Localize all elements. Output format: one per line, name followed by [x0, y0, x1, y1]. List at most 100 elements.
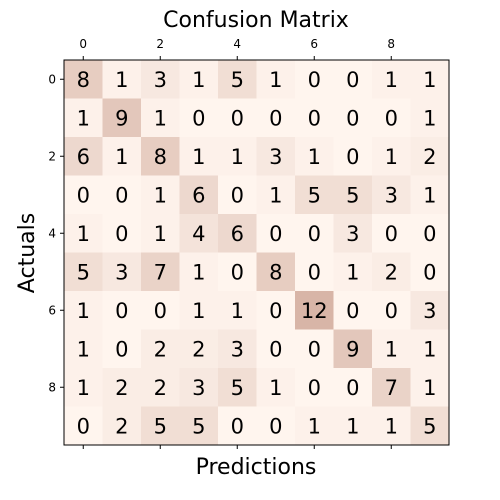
heatmap-cell-r5-c6: [295, 252, 334, 292]
cell-value-r0-c4: 5: [231, 68, 244, 92]
heatmap-cell-r4-c7: [333, 214, 373, 253]
cell-value-r0-c1: 1: [115, 68, 128, 92]
heatmap-cell-r0-c3: [179, 60, 219, 99]
heatmap-cell-r2-c1: [102, 137, 142, 176]
heatmap-cell-r7-c1: [102, 329, 142, 369]
heatmap-cell-r6-c9: [410, 291, 450, 330]
heatmap-cell-r0-c0: [64, 60, 103, 99]
heatmap-cell-r8-c4: [218, 368, 257, 407]
heatmap-cell-r0-c9: [410, 60, 450, 99]
heatmap-cell-r1-c6: [295, 98, 334, 138]
cell-value-r1-c6: 0: [308, 106, 321, 130]
heatmap-cell-r7-c0: [64, 329, 103, 369]
x-axis-label: Predictions: [196, 455, 317, 480]
cell-value-r7-c4: 3: [231, 337, 244, 361]
cell-value-r5-c2: 7: [154, 260, 167, 284]
cell-value-r3-c6: 5: [308, 183, 321, 207]
heatmap-cell-r5-c3: [179, 252, 219, 292]
cell-value-r1-c0: 1: [77, 106, 90, 130]
heatmap-cell-r8-c6: [295, 368, 334, 407]
cell-value-r2-c8: 1: [385, 145, 398, 169]
heatmap-cell-r2-c7: [333, 137, 373, 176]
cell-value-r3-c9: 1: [423, 183, 436, 207]
heatmap-cell-r0-c5: [256, 60, 296, 99]
heatmap-cell-r6-c8: [372, 291, 411, 330]
heatmap-cell-r1-c0: [64, 98, 103, 138]
heatmap-cell-r1-c3: [179, 98, 219, 138]
heatmap-cell-r7-c6: [295, 329, 334, 369]
heatmap-cell-r4-c1: [102, 214, 142, 253]
x-tick-label-2: 2: [156, 37, 164, 51]
heatmap-cell-r1-c8: [372, 98, 411, 138]
cell-value-r5-c1: 3: [115, 260, 128, 284]
cell-value-r7-c2: 2: [154, 337, 167, 361]
heatmap-cell-r9-c4: [218, 406, 257, 446]
heatmap-cell-r9-c6: [295, 406, 334, 446]
cell-value-r5-c3: 1: [192, 260, 205, 284]
heatmap-cell-r9-c2: [141, 406, 180, 446]
heatmap-cell-r7-c7: [333, 329, 373, 369]
heatmap-cell-r0-c7: [333, 60, 373, 99]
heatmap-cell-r6-c4: [218, 291, 257, 330]
heatmap-cell-r4-c9: [410, 214, 450, 253]
cell-value-r4-c7: 3: [346, 222, 359, 246]
cell-value-r7-c3: 2: [192, 337, 205, 361]
cell-value-r5-c4: 0: [231, 260, 244, 284]
heatmap-cell-r1-c7: [333, 98, 373, 138]
heatmap-cell-r4-c0: [64, 214, 103, 253]
axis-ticks: 0 2 4 6 8 0 2 4 6 8: [48, 37, 395, 449]
heatmap-cell-r3-c2: [141, 175, 180, 215]
heatmap-cell-r2-c0: [64, 137, 103, 176]
cell-value-r8-c1: 2: [115, 376, 128, 400]
cell-value-r6-c8: 0: [385, 299, 398, 323]
heatmap-cell-r3-c6: [295, 175, 334, 215]
cell-value-r4-c9: 0: [423, 222, 436, 246]
heatmap-cell-r9-c7: [333, 406, 373, 446]
cell-value-r5-c9: 0: [423, 260, 436, 284]
cell-value-r0-c2: 3: [154, 68, 167, 92]
y-tick-label-2: 2: [48, 149, 56, 163]
cell-value-r1-c8: 0: [385, 106, 398, 130]
heatmap-cell-r5-c0: [64, 252, 103, 292]
cell-value-r6-c2: 0: [154, 299, 167, 323]
heatmap-cell-r2-c9: [410, 137, 450, 176]
heatmap-cell-r1-c9: [410, 98, 450, 138]
cell-value-r0-c9: 1: [423, 68, 436, 92]
heatmap-cell-r7-c5: [256, 329, 296, 369]
heatmap-cell-r8-c9: [410, 368, 450, 407]
heatmap-cell-r8-c3: [179, 368, 219, 407]
cell-value-r4-c8: 0: [385, 222, 398, 246]
heatmap-cell-r9-c9: [410, 406, 450, 446]
cell-value-r9-c2: 5: [154, 414, 167, 438]
heatmap-cell-r8-c2: [141, 368, 180, 407]
cell-value-r3-c3: 6: [192, 183, 205, 207]
heatmap-cell-r5-c1: [102, 252, 142, 292]
heatmap-cell-r8-c0: [64, 368, 103, 407]
cell-value-r5-c5: 8: [269, 260, 282, 284]
cell-value-r6-c3: 1: [192, 299, 205, 323]
heatmap-cell-r4-c5: [256, 214, 296, 253]
heatmap-cell-r2-c5: [256, 137, 296, 176]
cell-value-r3-c5: 1: [269, 183, 282, 207]
heatmap-cell-r0-c6: [295, 60, 334, 99]
heatmap-cell-r7-c2: [141, 329, 180, 369]
heatmap-cell-r7-c3: [179, 329, 219, 369]
cell-value-r1-c2: 1: [154, 106, 167, 130]
cell-value-r8-c0: 1: [77, 376, 90, 400]
cell-value-r4-c5: 0: [269, 222, 282, 246]
heatmap-cell-r5-c4: [218, 252, 257, 292]
heatmap-cell-r6-c6: [295, 291, 334, 330]
cell-value-r8-c2: 2: [154, 376, 167, 400]
heatmap-cell-r3-c4: [218, 175, 257, 215]
cell-value-r4-c6: 0: [308, 222, 321, 246]
heatmap-cell-r3-c9: [410, 175, 450, 215]
cell-value-r6-c1: 0: [115, 299, 128, 323]
heatmap-cell-r3-c1: [102, 175, 142, 215]
cell-value-r6-c4: 1: [231, 299, 244, 323]
heatmap-cell-r9-c0: [64, 406, 103, 446]
cell-value-r6-c9: 3: [423, 299, 436, 323]
cell-value-r7-c7: 9: [346, 337, 359, 361]
cell-value-r5-c0: 5: [77, 260, 90, 284]
heatmap-cell-r8-c1: [102, 368, 142, 407]
cell-value-r3-c8: 3: [385, 183, 398, 207]
